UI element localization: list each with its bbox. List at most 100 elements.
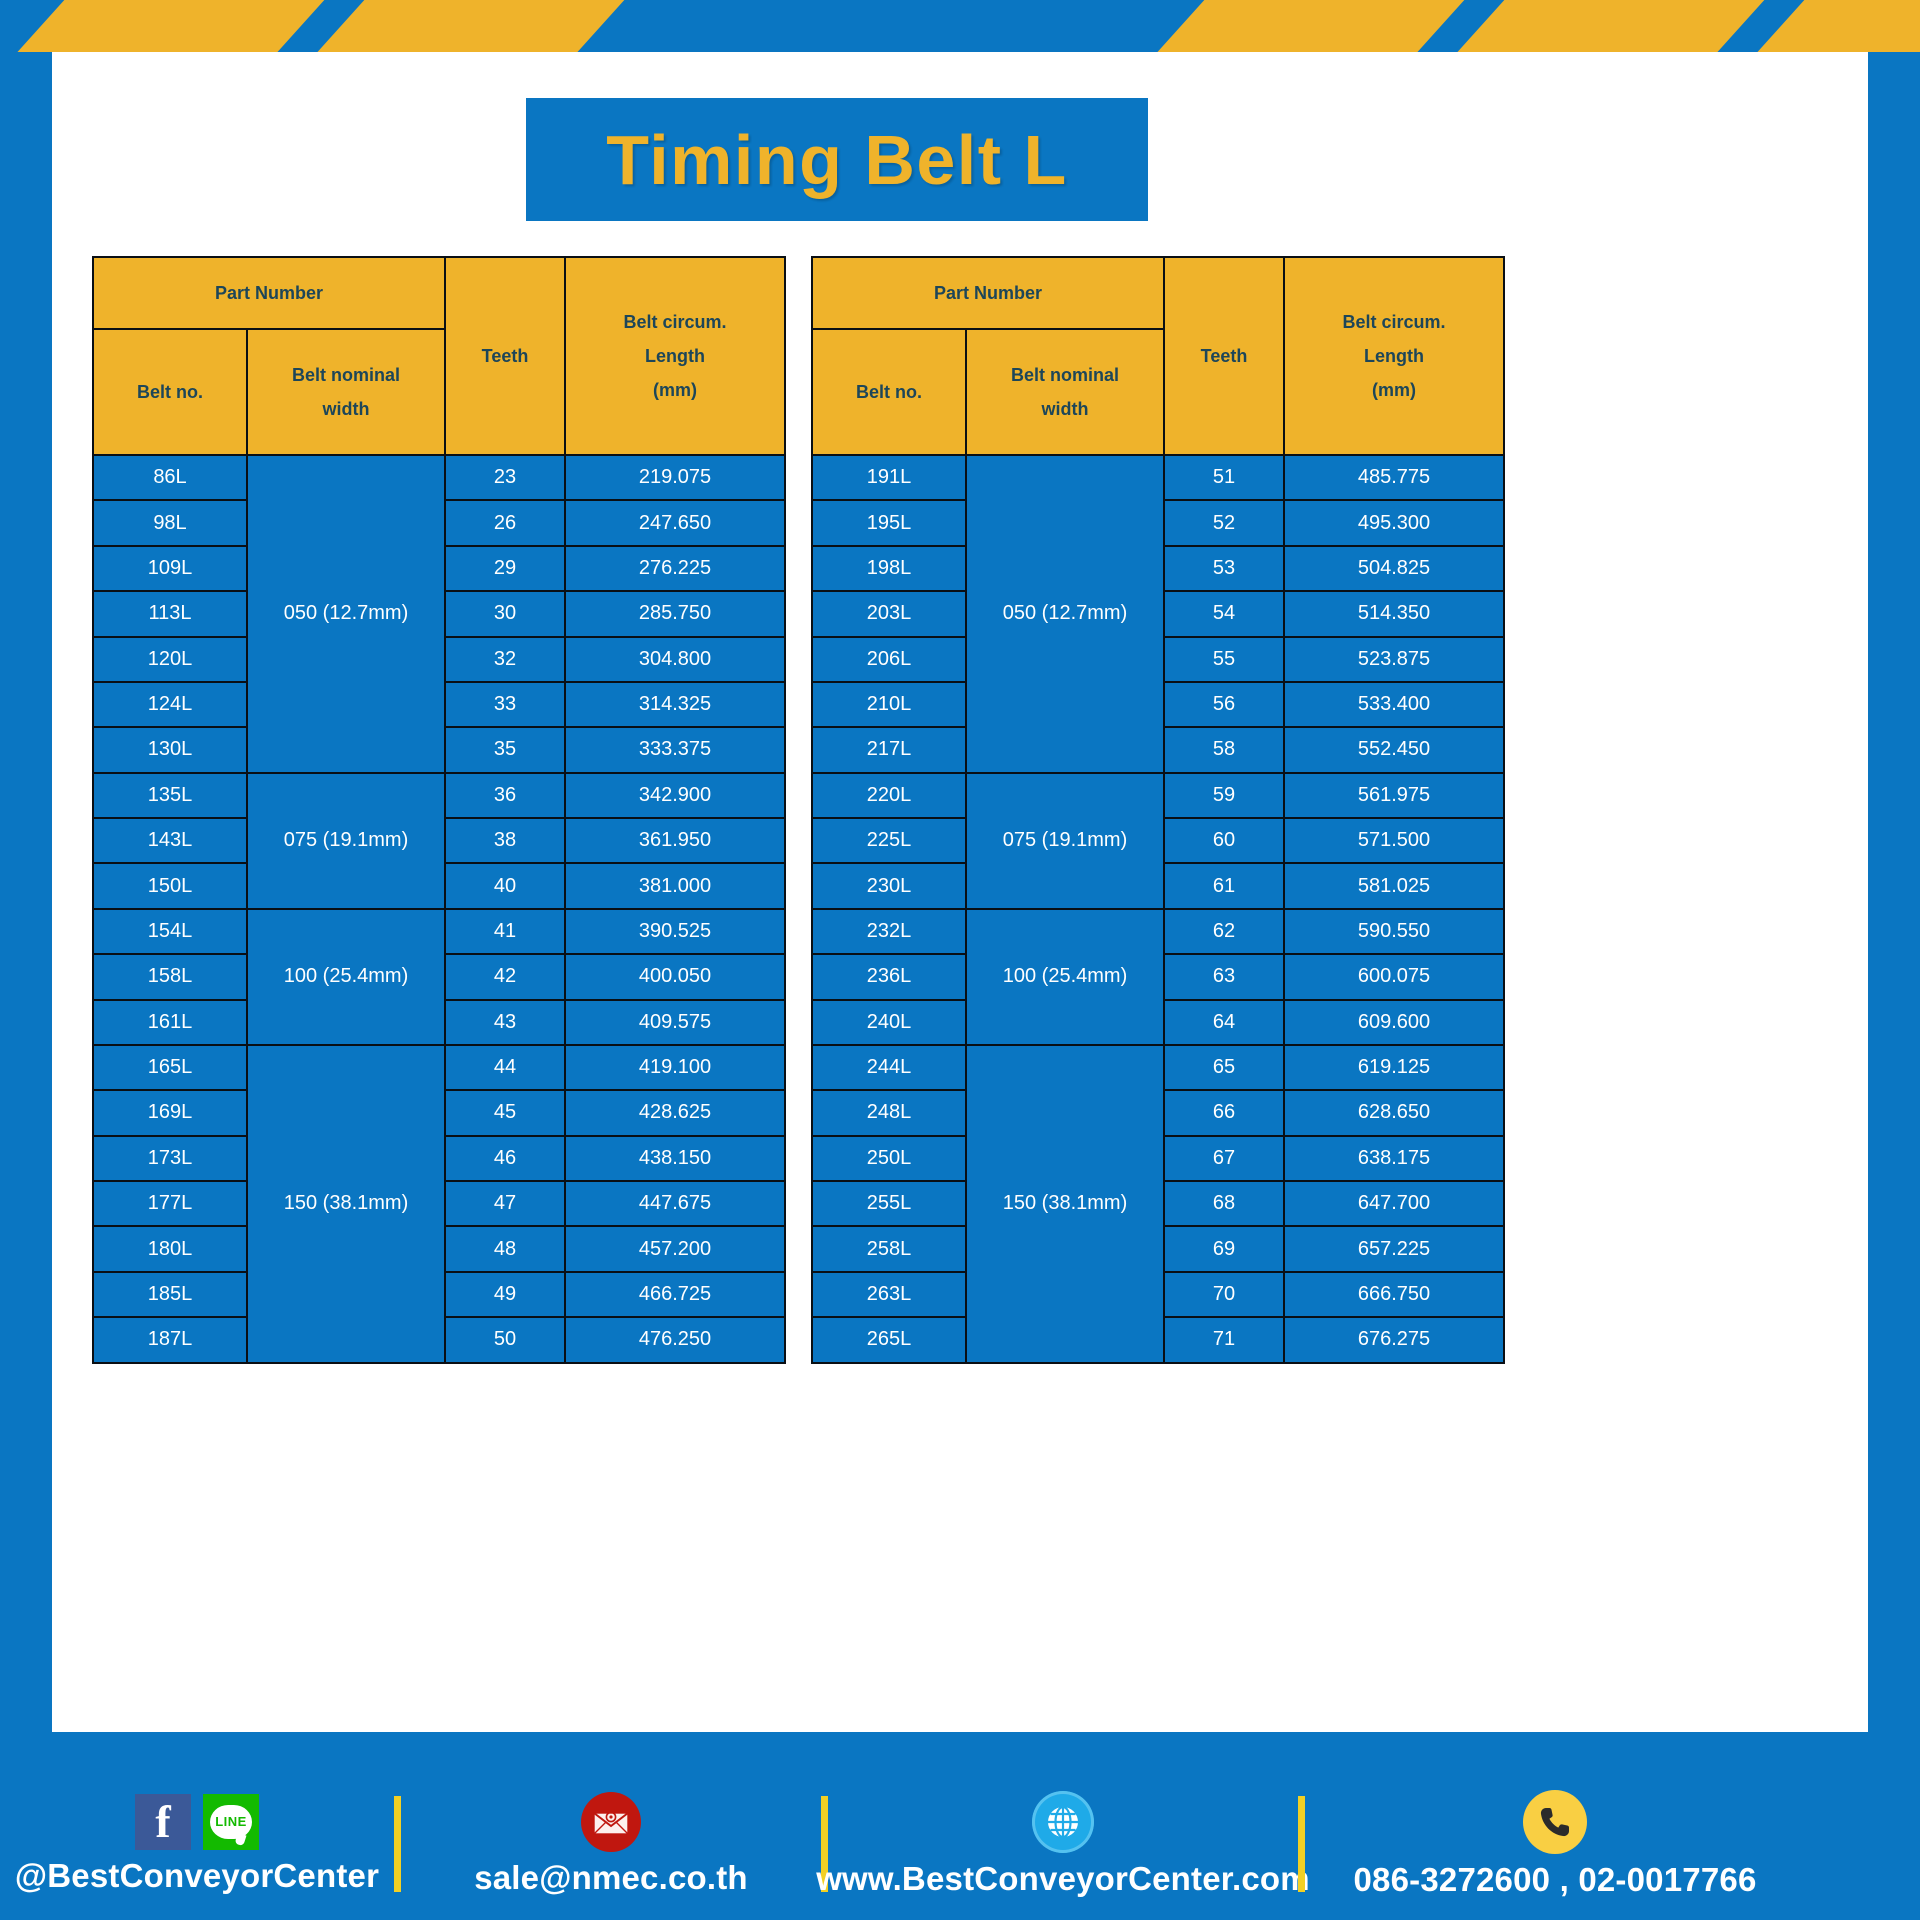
cell-teeth: 40 [446,864,564,908]
table-row: 130L 35 333.375 [94,728,784,772]
table-row: 191L 050 (12.7mm) 51 485.775 [813,456,1503,772]
cell-teeth: 45 [446,1091,564,1135]
table-row: 265L 71 676.275 [813,1318,1503,1362]
cell-length: 647.700 [1285,1182,1503,1226]
cell-belt-no: 263L [813,1272,965,1317]
cell-teeth: 32 [446,637,564,681]
cell-length: 285.750 [566,592,784,636]
decorative-stripe [4,0,336,52]
cell-belt-no: 161L [94,1000,246,1044]
cell-belt-no: 191L [813,456,965,500]
cell-nominal-width-100: 100 (25.4mm) [967,909,1163,1044]
cell-belt-no: 210L [813,682,965,727]
cell-length: 219.075 [566,456,784,500]
cell-teeth: 46 [446,1136,564,1180]
cell-belt-no: 220L [813,773,965,817]
cell-teeth: 69 [1165,1227,1283,1271]
cell-teeth: 50 [446,1318,564,1362]
footer-divider [1298,1796,1305,1892]
table-row: 248L 66 628.650 [813,1091,1503,1135]
cell-length: 666.750 [1285,1272,1503,1317]
cell-teeth: 26 [446,501,564,545]
line-icon[interactable]: LINE [203,1793,259,1850]
table-row: 154L 100 (25.4mm) 41 390.525 [94,909,784,1044]
cell-belt-no: 86L [94,456,246,500]
cell-teeth: 56 [1165,682,1283,727]
header-teeth: Teeth [446,258,564,454]
cell-belt-no: 165L [94,1045,246,1090]
table-row: 255L 68 647.700 [813,1182,1503,1226]
cell-belt-no: 255L [813,1182,965,1226]
globe-glyph [1048,1805,1078,1838]
table-row: 124L 33 314.325 [94,682,784,727]
table-row: 143L 38 361.950 [94,819,784,863]
table-body: 86L 050 (12.7mm) 23 219.075 98L 26 247.6… [94,456,784,1362]
cell-belt-no: 240L [813,1000,965,1044]
social-icons: f LINE [135,1793,259,1850]
envelope-icon[interactable] [581,1791,641,1852]
table-header-row: Part Number Teeth Belt circum. Length (m… [94,258,784,454]
cell-belt-no: 187L [94,1318,246,1362]
cell-length: 476.250 [566,1318,784,1362]
line-icon-text: LINE [215,1814,247,1829]
cell-length: 533.400 [1285,682,1503,727]
cell-length: 657.225 [1285,1227,1503,1271]
header-unit-line: (mm) [1372,380,1416,401]
footer-divider [821,1796,828,1892]
cell-teeth: 58 [1165,728,1283,772]
envelope-glyph [593,1811,629,1835]
table-row: 217L 58 552.450 [813,728,1503,772]
cell-belt-no: 177L [94,1182,246,1226]
cell-length: 561.975 [1285,773,1503,817]
header-length-line: Length [645,345,705,366]
table-row: 210L 56 533.400 [813,682,1503,727]
footer-phone-block[interactable]: 086-3272600 , 02-0017766 [1305,1789,1805,1899]
table-row: 109L 29 276.225 [94,546,784,591]
cell-length: 590.550 [1285,909,1503,954]
header-nominal-line2: width [1041,399,1089,419]
cell-belt-no: 232L [813,909,965,954]
belt-table-right: Part Number Teeth Belt circum. Length (m… [811,256,1505,1364]
cell-length: 342.900 [566,773,784,817]
cell-nominal-width-150: 150 (38.1mm) [967,1045,1163,1362]
cell-teeth: 63 [1165,955,1283,999]
cell-belt-no: 195L [813,501,965,545]
table-row: 240L 64 609.600 [813,1000,1503,1044]
table-row: 150L 40 381.000 [94,864,784,908]
cell-belt-no: 150L [94,864,246,908]
header-belt-nominal-width: Belt nominal width [967,330,1163,454]
table-row: 169L 45 428.625 [94,1091,784,1135]
table-row: 203L 54 514.350 [813,592,1503,636]
cell-belt-no: 113L [94,592,246,636]
cell-length: 628.650 [1285,1091,1503,1135]
footer-website-block[interactable]: www.BestConveyorCenter.com [816,1790,1310,1898]
cell-nominal-width-050: 050 (12.7mm) [967,456,1163,772]
cell-belt-no: 203L [813,592,965,636]
cell-length: 638.175 [1285,1136,1503,1180]
cell-teeth: 35 [446,728,564,772]
page-title: Timing Belt L [606,120,1068,199]
cell-teeth: 66 [1165,1091,1283,1135]
table-row: 161L 43 409.575 [94,1000,784,1044]
cell-belt-no: 236L [813,955,965,999]
facebook-icon[interactable]: f [135,1793,191,1850]
footer-social-block[interactable]: f LINE @BestConveyorCenter [0,1793,394,1895]
cell-belt-no: 185L [94,1272,246,1317]
footer-email-block[interactable]: sale@nmec.co.th [401,1791,821,1897]
cell-length: 438.150 [566,1136,784,1180]
globe-icon[interactable] [1032,1790,1094,1853]
table-row: 135L 075 (19.1mm) 36 342.900 [94,773,784,908]
phone-icon[interactable] [1523,1789,1587,1854]
table-row: 250L 67 638.175 [813,1136,1503,1180]
header-nominal-line2: width [322,399,370,419]
line-bubble: LINE [210,1804,252,1839]
cell-teeth: 49 [446,1272,564,1317]
header-belt-circum-length: Belt circum. Length (mm) [1285,258,1503,454]
cell-length: 495.300 [1285,501,1503,545]
cell-length: 466.725 [566,1272,784,1317]
cell-length: 314.325 [566,682,784,727]
cell-teeth: 23 [446,456,564,500]
table-row: 263L 70 666.750 [813,1272,1503,1317]
cell-length: 333.375 [566,728,784,772]
cell-belt-no: 135L [94,773,246,817]
